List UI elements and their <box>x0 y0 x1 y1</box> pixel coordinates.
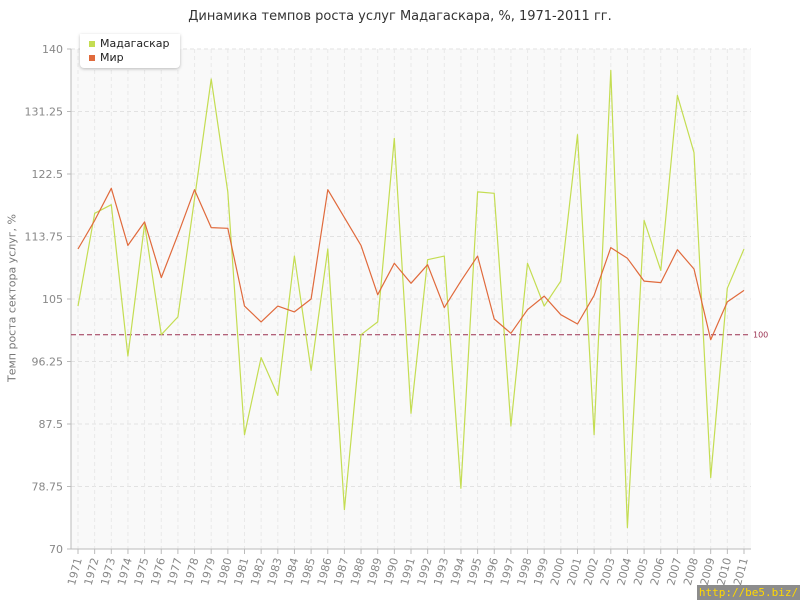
legend: Мадагаскар Мир <box>80 34 180 68</box>
legend-swatch-madagascar <box>89 41 95 47</box>
reference-line: 100 <box>71 331 768 340</box>
legend-label-world: Мир <box>100 51 124 64</box>
y-tick-label: 70 <box>49 543 63 556</box>
y-tick-label: 140 <box>42 43 63 56</box>
reference-line-label: 100 <box>753 331 768 340</box>
series-lines <box>77 69 745 529</box>
x-tick-label: 2011 <box>731 556 751 586</box>
y-tick-label: 105 <box>42 293 63 306</box>
y-tick-label: 131.25 <box>25 106 64 119</box>
legend-label-madagascar: Мадагаскар <box>100 37 170 50</box>
y-axis: 70 78.75 87.5 96.25 105 113.75 122.5 131.25 140 <box>25 43 72 556</box>
watermark-link[interactable]: http://be5.biz/ <box>697 585 800 600</box>
y-tick-label: 122.5 <box>32 168 64 181</box>
y-tick-label: 87.5 <box>39 418 64 431</box>
y-tick-label: 113.75 <box>25 231 64 244</box>
series-line-madagascar <box>77 69 745 529</box>
chart-title: Динамика темпов роста услуг Мадагаскара,… <box>188 9 612 24</box>
y-axis-label: Темп роста сектора услуг, % <box>5 213 19 383</box>
x-axis: 1971197219731974197519761977197819791980… <box>65 548 751 587</box>
series-line-world <box>77 187 745 341</box>
y-tick-label: 78.75 <box>32 481 64 494</box>
y-tick-label: 96.25 <box>32 356 64 369</box>
legend-swatch-world <box>89 55 95 61</box>
